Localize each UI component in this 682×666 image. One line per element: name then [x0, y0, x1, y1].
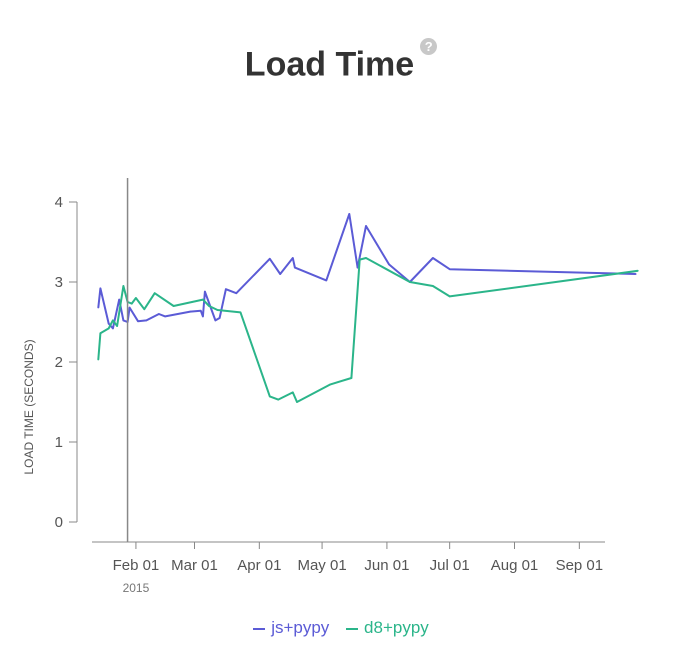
x-tick-label: Jul 01	[430, 557, 470, 574]
data-point-d8-pypy	[172, 305, 175, 307]
data-point-d8-pypy	[409, 281, 411, 283]
data-point-js-pypy	[204, 290, 206, 293]
data-point-js-pypy	[365, 225, 367, 227]
load-time-chart: 0 1 2 3 4 Feb 01 Mar 01 Apr 01 May 01 Jun 01 Jul …	[22, 178, 639, 595]
data-point-js-pypy	[164, 315, 167, 318]
data-point-js-pypy	[388, 263, 390, 266]
data-point-d8-pypy	[239, 311, 242, 314]
data-point-d8-pypy	[365, 257, 367, 259]
x-tick-label: Mar 01	[171, 557, 218, 574]
data-point-d8-pypy	[97, 358, 100, 361]
data-point-d8-pypy	[291, 391, 294, 394]
data-point-d8-pypy	[143, 308, 146, 311]
series-group	[97, 213, 639, 403]
series-line-d8-pypy[interactable]	[97, 257, 639, 403]
data-point-js-pypy	[225, 288, 227, 291]
legend: js+pypy d8+pypy	[0, 618, 682, 638]
y-tick-label: 4	[55, 194, 63, 211]
data-point-js-pypy	[158, 313, 160, 315]
data-point-d8-pypy	[202, 298, 204, 301]
data-point-d8-pypy	[448, 295, 451, 298]
data-point-js-pypy	[325, 279, 328, 282]
x-tick-label: May 01	[297, 557, 346, 574]
data-point-d8-pypy	[277, 398, 279, 401]
y-tick-label: 2	[55, 354, 63, 371]
y-tick-label: 3	[55, 274, 63, 291]
data-point-js-pypy	[202, 315, 204, 318]
data-point-js-pypy	[294, 266, 296, 269]
legend-swatch-d8-pypy	[346, 627, 359, 630]
x-tick-label: Apr 01	[237, 557, 281, 574]
data-point-js-pypy	[107, 322, 110, 325]
data-point-js-pypy	[448, 268, 451, 271]
data-point-js-pypy	[128, 306, 131, 309]
help-icon[interactable]: ?	[420, 38, 438, 55]
data-point-d8-pypy	[122, 285, 125, 287]
data-point-d8-pypy	[112, 319, 114, 322]
data-point-js-pypy	[356, 266, 359, 269]
x-axis-year-label: 2015	[123, 581, 150, 595]
data-point-d8-pypy	[432, 285, 434, 287]
data-point-d8-pypy	[268, 395, 271, 398]
y-axis: 0 1 2 3 4	[55, 194, 78, 531]
data-point-js-pypy	[118, 298, 120, 301]
data-point-js-pypy	[112, 327, 114, 330]
data-point-js-pypy	[145, 319, 148, 322]
data-point-d8-pypy	[296, 401, 298, 403]
data-point-d8-pypy	[99, 332, 102, 335]
y-axis-label: LOAD TIME (SECONDS)	[22, 339, 36, 474]
data-point-js-pypy	[99, 287, 102, 290]
data-point-js-pypy	[122, 319, 125, 322]
y-tick-label: 0	[55, 514, 63, 531]
data-point-js-pypy	[199, 310, 202, 312]
data-point-js-pypy	[635, 273, 637, 275]
data-point-js-pypy	[348, 213, 351, 215]
data-point-js-pypy	[279, 273, 282, 275]
data-point-js-pypy	[432, 257, 434, 259]
data-point-js-pypy	[218, 317, 221, 319]
data-point-d8-pypy	[329, 383, 332, 386]
legend-item-js-pypy[interactable]: js+pypy	[253, 618, 329, 638]
legend-item-d8-pypy[interactable]: d8+pypy	[346, 618, 429, 638]
data-point-d8-pypy	[135, 297, 137, 299]
x-tick-label: Jun 01	[364, 557, 409, 574]
data-point-d8-pypy	[208, 305, 210, 307]
data-point-d8-pypy	[637, 270, 639, 272]
legend-swatch-js-pypy	[253, 627, 266, 630]
chart-title-container: Load Time?	[0, 38, 682, 84]
data-point-d8-pypy	[116, 325, 118, 327]
x-tick-label: Aug 01	[491, 557, 539, 574]
data-point-js-pypy	[291, 257, 294, 259]
x-tick-label: Sep 01	[556, 557, 604, 574]
data-point-js-pypy	[137, 320, 139, 323]
legend-label-js-pypy: js+pypy	[271, 618, 330, 637]
series-line-js-pypy[interactable]	[97, 213, 636, 330]
data-point-d8-pypy	[130, 302, 133, 305]
legend-label-d8-pypy: d8+pypy	[364, 618, 429, 637]
y-tick-label: 1	[55, 434, 63, 451]
data-point-d8-pypy	[358, 258, 361, 261]
chart-title: Load Time	[244, 45, 415, 84]
data-point-d8-pypy	[153, 292, 156, 295]
x-tick-label: Feb 01	[113, 557, 160, 574]
data-point-js-pypy	[189, 310, 192, 313]
data-point-d8-pypy	[107, 327, 110, 330]
x-axis: Feb 01 Mar 01 Apr 01 May 01 Jun 01 Jul 01 Aug …	[92, 541, 605, 574]
data-point-js-pypy	[268, 258, 271, 260]
data-point-js-pypy	[235, 292, 238, 295]
data-point-d8-pypy	[350, 377, 353, 379]
data-point-d8-pypy	[216, 309, 219, 311]
data-point-js-pypy	[214, 319, 217, 322]
data-point-js-pypy	[97, 306, 100, 309]
